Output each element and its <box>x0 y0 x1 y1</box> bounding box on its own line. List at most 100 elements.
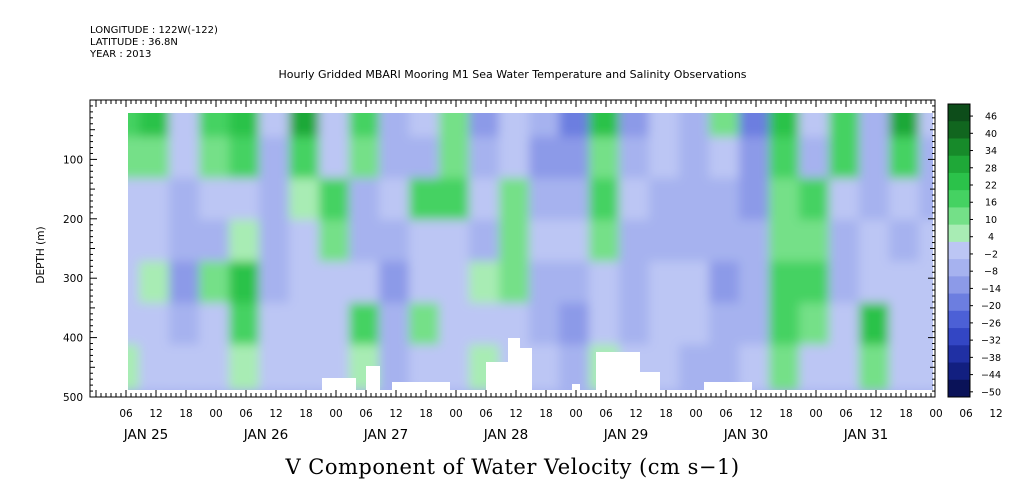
heatmap-cell <box>199 136 233 183</box>
heatmap-cell <box>619 261 653 307</box>
heatmap-cell <box>169 344 203 390</box>
heatmap-cell <box>889 344 923 390</box>
heatmap-cell <box>349 302 383 349</box>
colorbar-label: 46 <box>985 112 997 123</box>
heatmap-cell <box>529 136 563 183</box>
colorbar-swatch <box>948 310 970 329</box>
heatmap-cell <box>79 220 113 266</box>
x-hour-label: 18 <box>899 408 912 420</box>
x-hour-label: 00 <box>209 408 222 420</box>
heatmap-cell <box>709 219 743 266</box>
colorbar-swatch <box>948 172 970 191</box>
heatmap-cell <box>79 303 113 349</box>
heatmap-cell <box>829 261 863 307</box>
heatmap-cell <box>649 136 683 183</box>
x-hour-label: 18 <box>179 408 192 420</box>
x-hour-label: 06 <box>359 408 373 420</box>
heatmap-cell <box>199 219 233 266</box>
missing-data-region <box>486 362 510 390</box>
chart-subtitle: V Component of Water Velocity (cm s−1) <box>285 455 740 479</box>
heatmap-cell <box>529 261 563 307</box>
heatmap-cell <box>829 344 863 390</box>
heatmap-cell <box>439 302 473 349</box>
colorbar-swatch <box>948 345 970 364</box>
heatmap-cell <box>679 113 713 141</box>
heatmap-cell <box>769 178 803 224</box>
heatmap-cell <box>589 302 623 349</box>
heatmap-cell <box>169 136 203 183</box>
heatmap-cell <box>139 178 173 224</box>
x-hour-label: 18 <box>779 408 792 420</box>
heatmap-cell <box>799 219 833 266</box>
x-hour-label: 00 <box>929 408 942 420</box>
heatmap-cell <box>139 219 173 266</box>
heatmap-cell <box>859 113 893 141</box>
heatmap-cell <box>139 261 173 307</box>
heatmap-cell <box>559 136 593 183</box>
heatmap-cell <box>128 344 143 390</box>
heatmap-cell <box>769 344 803 390</box>
x-hour-label: 06 <box>239 408 253 420</box>
heatmap-cell <box>319 219 353 266</box>
heatmap-cell <box>499 219 533 266</box>
heatmap-cell <box>499 261 533 307</box>
heatmap-cell <box>439 136 473 183</box>
heatmap-cell <box>649 178 683 224</box>
heatmap-cell <box>469 136 503 183</box>
heatmap-cell <box>349 219 383 266</box>
heatmap-cell <box>79 178 113 224</box>
heatmap-cell <box>289 136 323 183</box>
colorbar-swatch <box>948 138 970 157</box>
heatmap-cell <box>289 344 323 390</box>
colorbar-label: 28 <box>985 163 997 174</box>
colorbar-swatch <box>948 379 970 398</box>
heatmap-cell <box>379 302 413 349</box>
x-hour-label: 00 <box>689 408 702 420</box>
colorbar-label: −38 <box>981 353 1001 364</box>
x-hour-label: 06 <box>119 408 133 420</box>
heatmap-cell <box>229 261 263 307</box>
x-hour-label: 06 <box>599 408 613 420</box>
heatmap-cell <box>229 178 263 224</box>
heatmap-cell <box>559 302 593 349</box>
heatmap-cell <box>799 178 833 224</box>
x-day-label: JAN 27 <box>363 427 409 443</box>
heatmap-cell <box>739 113 773 141</box>
heatmap-cell <box>799 344 833 390</box>
heatmap-cell <box>79 345 113 391</box>
heatmap-cell <box>619 113 653 141</box>
heatmap-cell <box>259 136 293 183</box>
heatmap-cell <box>409 261 443 307</box>
heatmap-cell <box>319 136 353 183</box>
x-hour-label: 00 <box>809 408 822 420</box>
y-axis-label: DEPTH (m) <box>35 226 47 283</box>
heatmap-cell <box>709 113 743 141</box>
heatmap-cell <box>199 261 233 307</box>
heatmap-cell <box>889 113 923 141</box>
latitude-label: LATITUDE : 36.8N <box>90 37 178 48</box>
heatmap-cell <box>79 261 113 307</box>
heatmap-cell <box>379 219 413 266</box>
heatmap-cell <box>889 178 923 224</box>
heatmap-cell <box>589 219 623 266</box>
heatmap-cell <box>289 261 323 307</box>
heatmap-cell <box>229 344 263 390</box>
colorbar-swatch <box>948 241 970 260</box>
x-hour-label: 18 <box>299 408 312 420</box>
heatmap-cell <box>709 178 743 224</box>
heatmap-cell <box>128 261 143 307</box>
heatmap-cell <box>889 219 923 266</box>
heatmap-cell <box>529 344 563 390</box>
heatmap-cell <box>769 219 803 266</box>
colorbar-swatch <box>948 190 970 208</box>
heatmap-cell <box>919 136 933 183</box>
heatmap-cell <box>649 219 683 266</box>
heatmap-cell <box>559 219 593 266</box>
heatmap-cell <box>649 261 683 307</box>
heatmap-cell <box>229 302 263 349</box>
colorbar-swatch <box>948 104 970 122</box>
heatmap-cell <box>128 219 143 266</box>
heatmap-cell <box>409 136 443 183</box>
colorbar-label: −44 <box>981 370 1001 381</box>
heatmap-cell <box>649 113 683 141</box>
